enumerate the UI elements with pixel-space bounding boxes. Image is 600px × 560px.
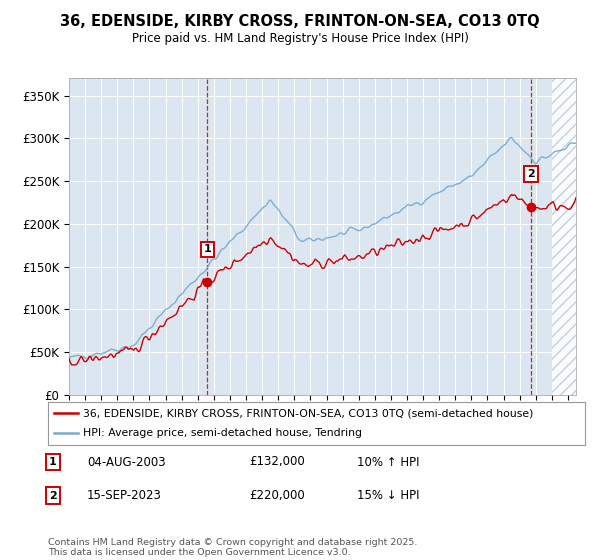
Text: £132,000: £132,000 bbox=[249, 455, 305, 469]
Text: 15% ↓ HPI: 15% ↓ HPI bbox=[357, 489, 419, 502]
Text: Price paid vs. HM Land Registry's House Price Index (HPI): Price paid vs. HM Land Registry's House … bbox=[131, 32, 469, 45]
Text: 36, EDENSIDE, KIRBY CROSS, FRINTON-ON-SEA, CO13 0TQ: 36, EDENSIDE, KIRBY CROSS, FRINTON-ON-SE… bbox=[60, 14, 540, 29]
Text: 36, EDENSIDE, KIRBY CROSS, FRINTON-ON-SEA, CO13 0TQ (semi-detached house): 36, EDENSIDE, KIRBY CROSS, FRINTON-ON-SE… bbox=[83, 408, 533, 418]
Text: 1: 1 bbox=[49, 457, 56, 467]
Text: 1: 1 bbox=[203, 244, 211, 254]
Text: 10% ↑ HPI: 10% ↑ HPI bbox=[357, 455, 419, 469]
Text: HPI: Average price, semi-detached house, Tendring: HPI: Average price, semi-detached house,… bbox=[83, 428, 362, 438]
Text: 15-SEP-2023: 15-SEP-2023 bbox=[87, 489, 162, 502]
Text: 04-AUG-2003: 04-AUG-2003 bbox=[87, 455, 166, 469]
Text: 2: 2 bbox=[527, 169, 535, 179]
Text: £220,000: £220,000 bbox=[249, 489, 305, 502]
Text: 2: 2 bbox=[49, 491, 56, 501]
Text: Contains HM Land Registry data © Crown copyright and database right 2025.
This d: Contains HM Land Registry data © Crown c… bbox=[48, 538, 418, 557]
